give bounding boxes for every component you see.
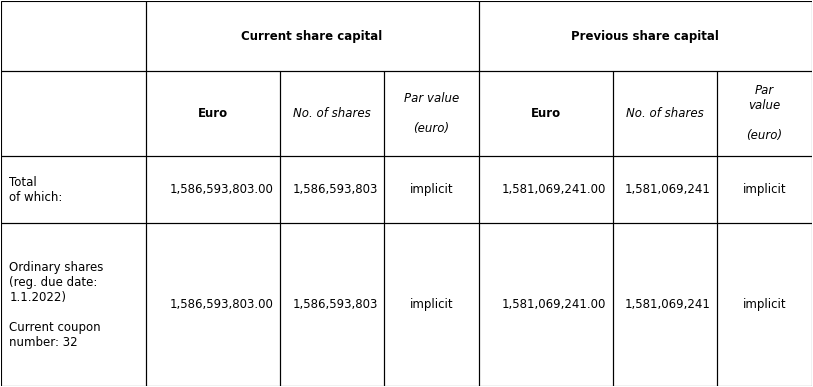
Text: No. of shares: No. of shares <box>626 107 704 120</box>
Text: implicit: implicit <box>742 183 786 196</box>
Text: implicit: implicit <box>410 183 453 196</box>
Text: 1,586,593,803: 1,586,593,803 <box>293 183 378 196</box>
Text: 1,586,593,803: 1,586,593,803 <box>293 298 378 311</box>
Text: Par value

(euro): Par value (euro) <box>404 92 459 135</box>
Text: Total
of which:: Total of which: <box>10 176 63 204</box>
Text: Current share capital: Current share capital <box>241 30 383 43</box>
Text: 1,581,069,241.00: 1,581,069,241.00 <box>502 298 606 311</box>
Text: 1,586,593,803.00: 1,586,593,803.00 <box>169 183 273 196</box>
Text: Euro: Euro <box>198 107 228 120</box>
Text: Previous share capital: Previous share capital <box>572 30 719 43</box>
Text: Par
value

(euro): Par value (euro) <box>746 84 782 142</box>
Text: 1,581,069,241: 1,581,069,241 <box>625 298 711 311</box>
Text: Ordinary shares
(reg. due date:
1.1.2022)

Current coupon
number: 32: Ordinary shares (reg. due date: 1.1.2022… <box>10 260 104 349</box>
Text: implicit: implicit <box>742 298 786 311</box>
Text: No. of shares: No. of shares <box>293 107 371 120</box>
Text: implicit: implicit <box>410 298 453 311</box>
Text: Euro: Euro <box>531 107 561 120</box>
Text: 1,581,069,241: 1,581,069,241 <box>625 183 711 196</box>
Text: 1,581,069,241.00: 1,581,069,241.00 <box>502 183 606 196</box>
Text: 1,586,593,803.00: 1,586,593,803.00 <box>169 298 273 311</box>
